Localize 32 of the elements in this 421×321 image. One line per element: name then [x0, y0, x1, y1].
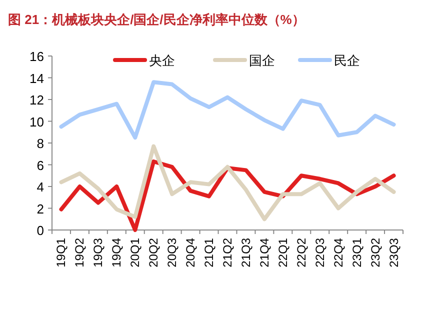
y-tick-label: 0 [36, 223, 44, 238]
x-tick-label: 22Q2 [294, 238, 308, 268]
legend-label: 民企 [334, 53, 360, 68]
x-tick-label: 23Q3 [386, 238, 401, 268]
y-tick-label: 4 [36, 180, 44, 194]
x-tick-label: 19Q2 [72, 238, 87, 268]
x-tick-label: 21Q3 [238, 238, 253, 268]
y-tick-label: 8 [36, 136, 44, 151]
y-tick-label: 10 [30, 114, 44, 130]
y-tick-label: 2 [36, 201, 44, 216]
y-tick-label: 14 [30, 70, 44, 86]
x-tick-label: 20Q2 [146, 238, 161, 268]
y-tick-label: 12 [30, 92, 44, 108]
y-tick-label: 16 [30, 49, 44, 64]
x-tick-label: 22Q4 [331, 238, 346, 268]
x-tick-label: 19Q4 [110, 238, 124, 268]
chart-title: 图 21：机械板块央企/国企/民企净利率中位数（%） [8, 12, 305, 27]
x-tick-label: 22Q3 [312, 238, 327, 268]
x-tick-label: 23Q2 [368, 238, 382, 268]
y-tick-label: 6 [36, 158, 44, 173]
x-tick-label: 21Q4 [257, 238, 272, 268]
legend-label: 央企 [149, 53, 175, 68]
x-tick-label: 23Q1 [350, 238, 364, 268]
x-tick-label: 19Q1 [54, 238, 68, 268]
x-tick-label: 22Q1 [276, 238, 290, 268]
legend-label: 国企 [249, 53, 275, 68]
x-tick-label: 19Q3 [91, 238, 106, 268]
x-tick-label: 21Q2 [220, 238, 234, 268]
x-tick-label: 20Q1 [128, 238, 142, 268]
x-tick-label: 20Q3 [165, 238, 180, 268]
x-tick-label: 21Q1 [202, 238, 216, 268]
x-tick-label: 20Q4 [184, 238, 198, 268]
